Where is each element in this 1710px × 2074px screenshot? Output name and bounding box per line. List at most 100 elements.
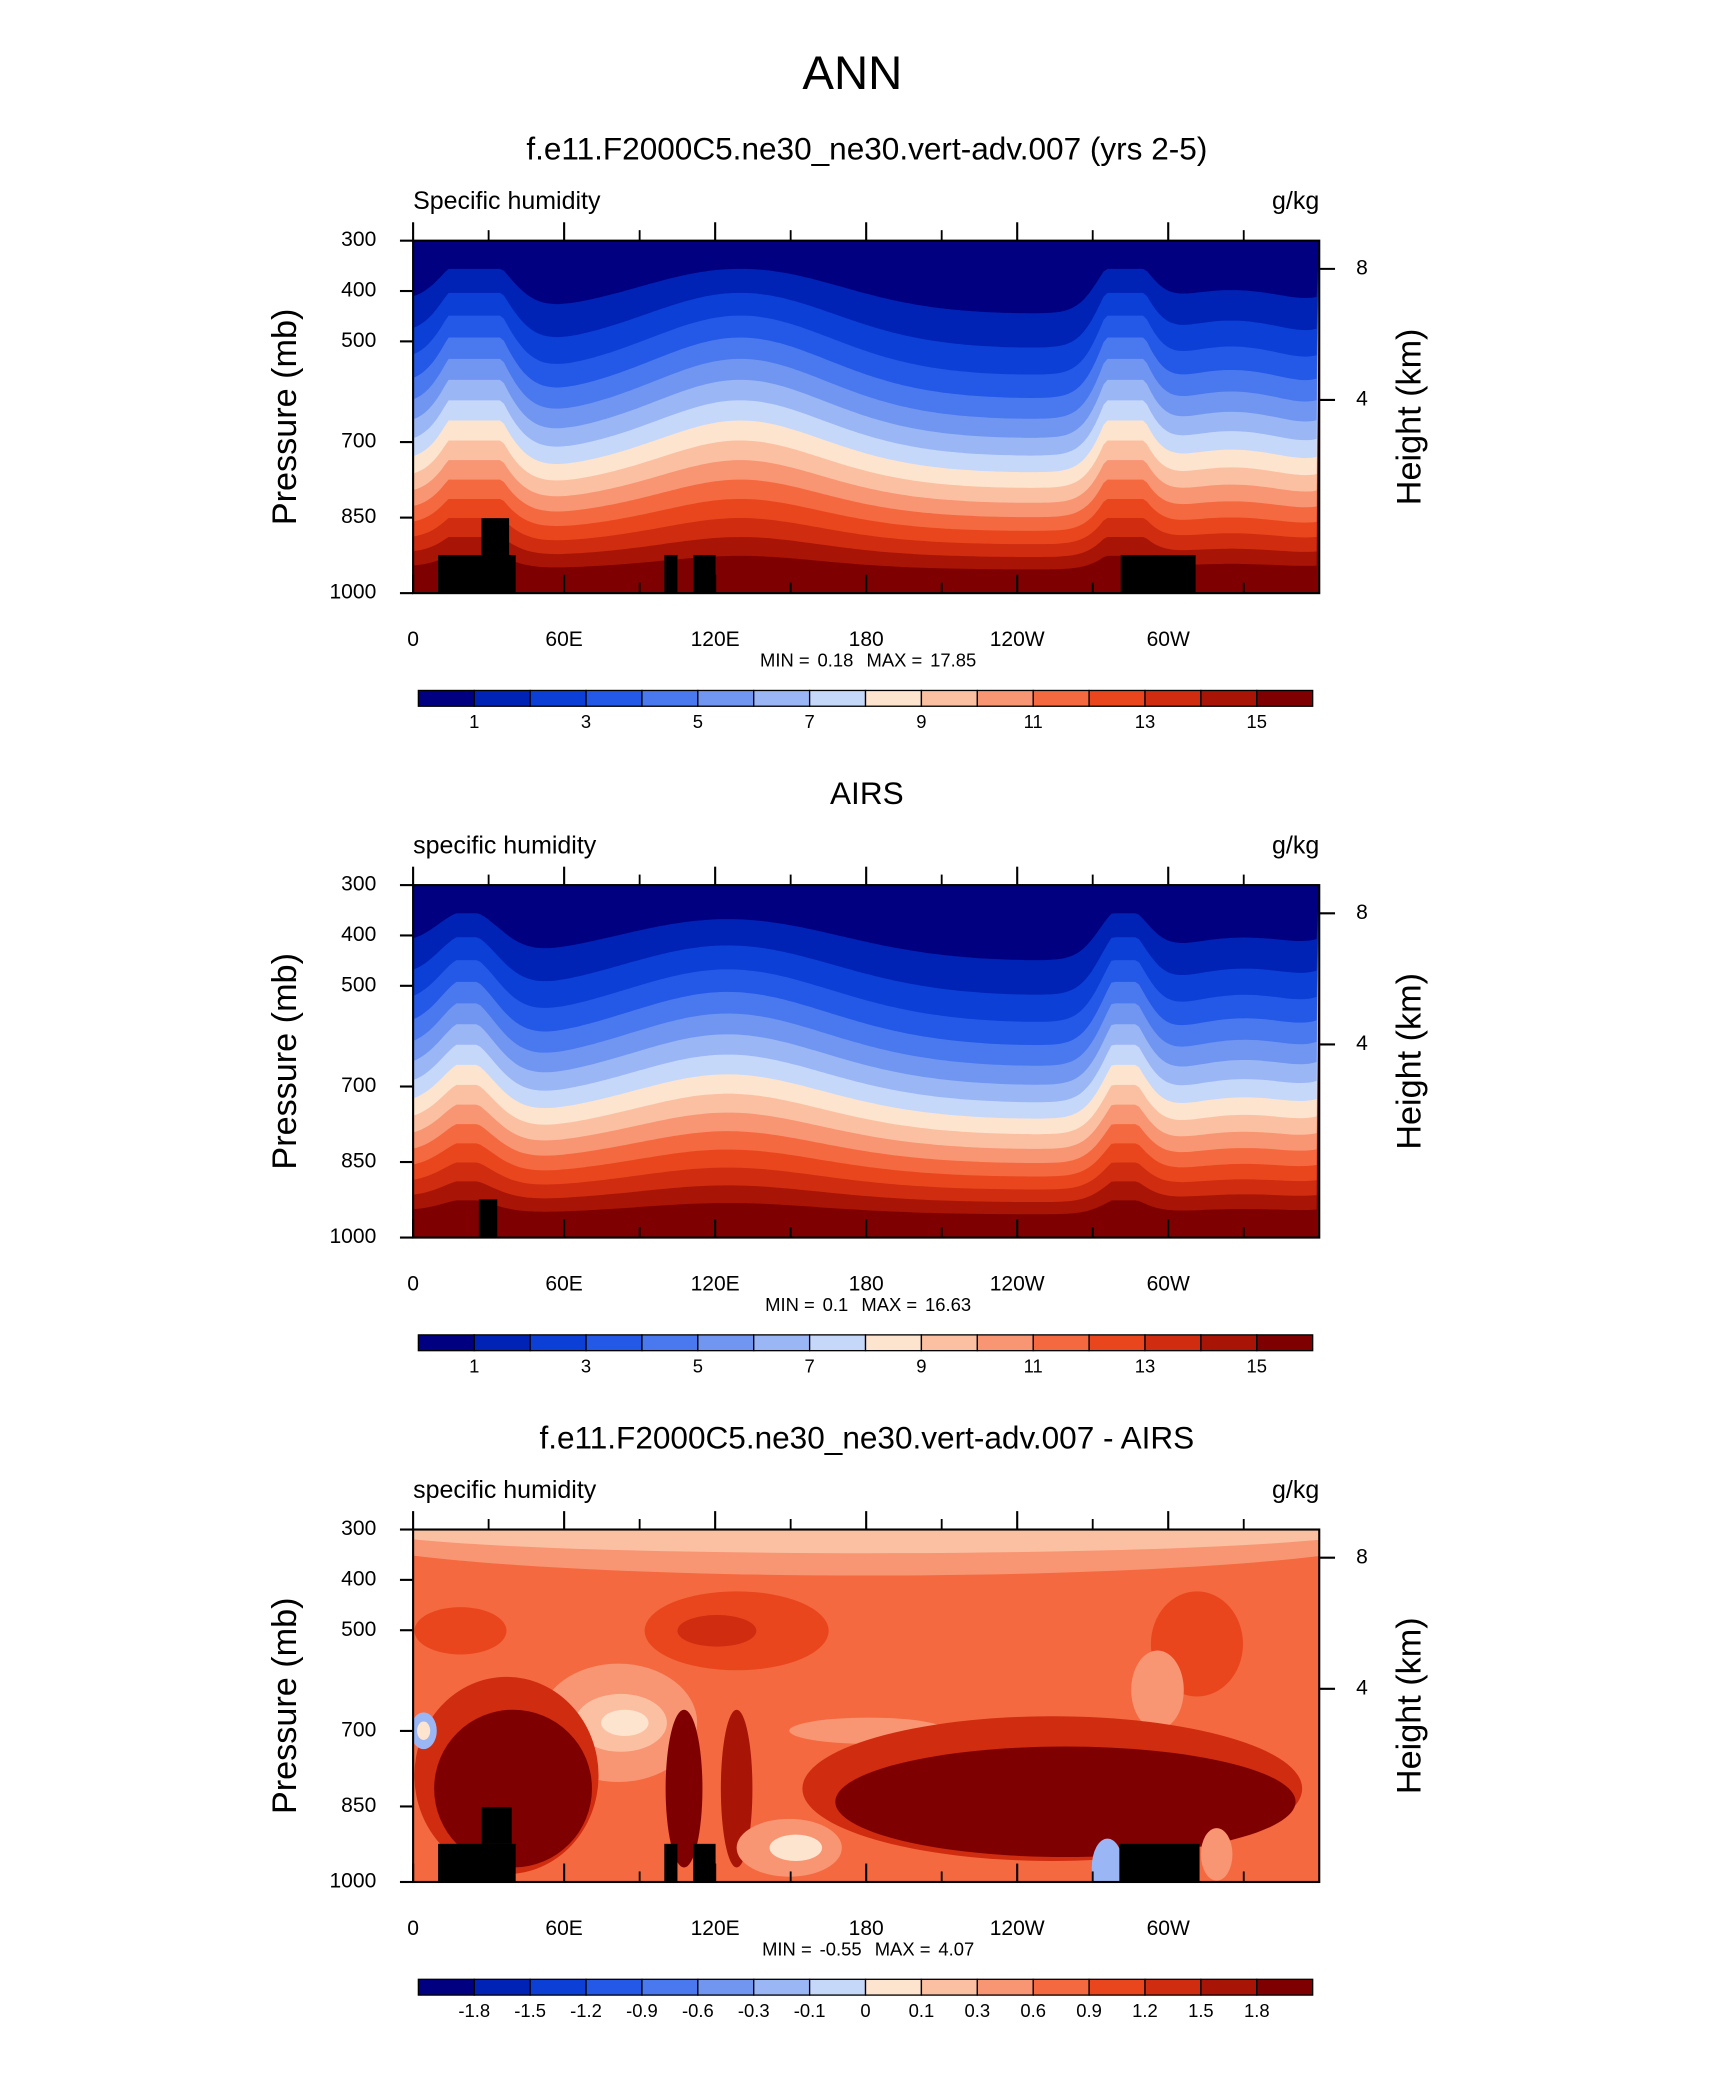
y-tick-label: 850 [341,505,376,528]
contour-band [601,1709,649,1737]
colorbar-box [529,1334,587,1352]
y2-axis-label: Height (km) [1390,1617,1428,1794]
panel-title: f.e11.F2000C5.ne30_ne30.vert-adv.007 - A… [539,1419,1194,1455]
y-tick-label: 300 [341,1517,376,1540]
colorbar-box [641,1334,699,1352]
x-tick-label: 120W [990,1917,1045,1940]
colorbar-box [808,689,867,707]
colorbar-box [920,1334,978,1352]
min-max: MIN = 0.1 MAX = 16.63 [765,1294,971,1315]
colorbar-box [697,689,755,707]
missing-block [693,1843,716,1882]
x-tick-label: 180 [849,1917,884,1940]
y-tick-label: 850 [341,1794,376,1817]
x-tick-label: 180 [849,1272,884,1295]
contour-band [413,885,1320,961]
colorbar-box [1088,1978,1146,1996]
min-max-part: MIN = [760,649,810,670]
colorbar-label: 1 [469,711,479,732]
contour-band [413,240,1320,314]
missing-block [1120,554,1196,594]
colorbar-box [864,1334,923,1352]
min-max-part: MAX = [875,1938,931,1959]
contour-band [769,1834,823,1861]
min-max-part: MAX = [861,1294,917,1315]
colorbar-label: -0.1 [794,2000,826,2021]
colorbar-box [473,1334,531,1352]
panel: f.e11.F2000C5.ne30_ne30.vert-adv.007 (yr… [266,131,1428,733]
min-max-part: 16.63 [925,1294,971,1315]
contour-band [1131,1650,1184,1730]
colorbar-box [417,1334,475,1352]
colorbar-box [417,1978,475,1996]
missing-block [664,1843,678,1882]
units-label: g/kg [1272,187,1319,215]
colorbar-box [585,689,643,707]
min-max: MIN = -0.55 MAX = 4.07 [762,1938,974,1959]
y-tick-label: 300 [341,873,376,896]
missing-block [664,554,678,594]
colorbar-box [1200,689,1258,707]
colorbar-label: 0.1 [909,2000,935,2021]
colorbar-box [1032,1978,1090,1996]
colorbar-label: 5 [693,1356,703,1377]
colorbar-box [529,1978,587,1996]
y-tick-label: 300 [341,228,376,251]
contour-field [413,240,1320,594]
left-label: specific humidity [413,832,597,860]
colorbar-box [976,1978,1034,1996]
colorbar-label: 7 [805,1356,815,1377]
x-tick-label: 60E [545,1917,582,1940]
colorbar-label: 11 [1024,1356,1043,1377]
colorbar-box [864,689,923,707]
y-tick-label: 700 [341,430,376,453]
colorbar-label: 15 [1247,711,1267,732]
y2-tick-label: 4 [1356,1676,1368,1699]
colorbar-label: 1 [469,1356,479,1377]
missing-block [693,554,716,594]
units-label: g/kg [1272,832,1319,860]
colorbar-label: 13 [1135,711,1155,732]
y-tick-label: 400 [341,1567,376,1590]
colorbar-box [753,689,811,707]
min-max-part: 4.07 [938,1938,974,1959]
contour-band [720,1709,753,1868]
colorbar-label: -1.8 [458,2000,490,2021]
missing-block [481,518,510,555]
colorbar-label: 1.2 [1132,2000,1158,2021]
colorbar-box [585,1978,643,1996]
x-tick-label: 60E [545,628,582,651]
x-tick-label: 60W [1147,628,1190,651]
colorbar-label: 9 [916,1356,926,1377]
y2-tick-label: 8 [1356,1545,1368,1568]
colorbar-box [641,1978,699,1996]
colorbar-box [976,689,1034,707]
y2-tick-label: 4 [1356,1032,1368,1055]
y2-tick-label: 8 [1356,901,1368,924]
panel-title: AIRS [830,775,904,811]
colorbar-label: 13 [1135,1356,1155,1377]
colorbar-box [473,689,531,707]
colorbar-label: -1.5 [514,2000,546,2021]
colorbar-box [976,1334,1034,1352]
x-tick-label: 60W [1147,1917,1190,1940]
colorbar-box [641,689,699,707]
y-tick-label: 700 [341,1074,376,1097]
left-label: specific humidity [413,1476,597,1504]
y-axis-label: Pressure (mb) [266,309,304,526]
x-tick-label: 120W [990,628,1045,651]
x-tick-label: 120W [990,1272,1045,1295]
colorbar-label: -1.2 [570,2000,602,2021]
missing-block [481,1807,512,1844]
min-max-part: 17.85 [930,649,976,670]
colorbar-box [1256,689,1314,707]
contour-field [413,1529,1320,1882]
y-tick-label: 850 [341,1150,376,1173]
y-tick-label: 500 [341,329,376,352]
y-axis-label: Pressure (mb) [266,1597,304,1814]
y-tick-label: 1000 [329,581,376,604]
colorbar-box [529,689,587,707]
x-tick-label: 60E [545,1272,582,1295]
colorbar-box [808,1334,867,1352]
